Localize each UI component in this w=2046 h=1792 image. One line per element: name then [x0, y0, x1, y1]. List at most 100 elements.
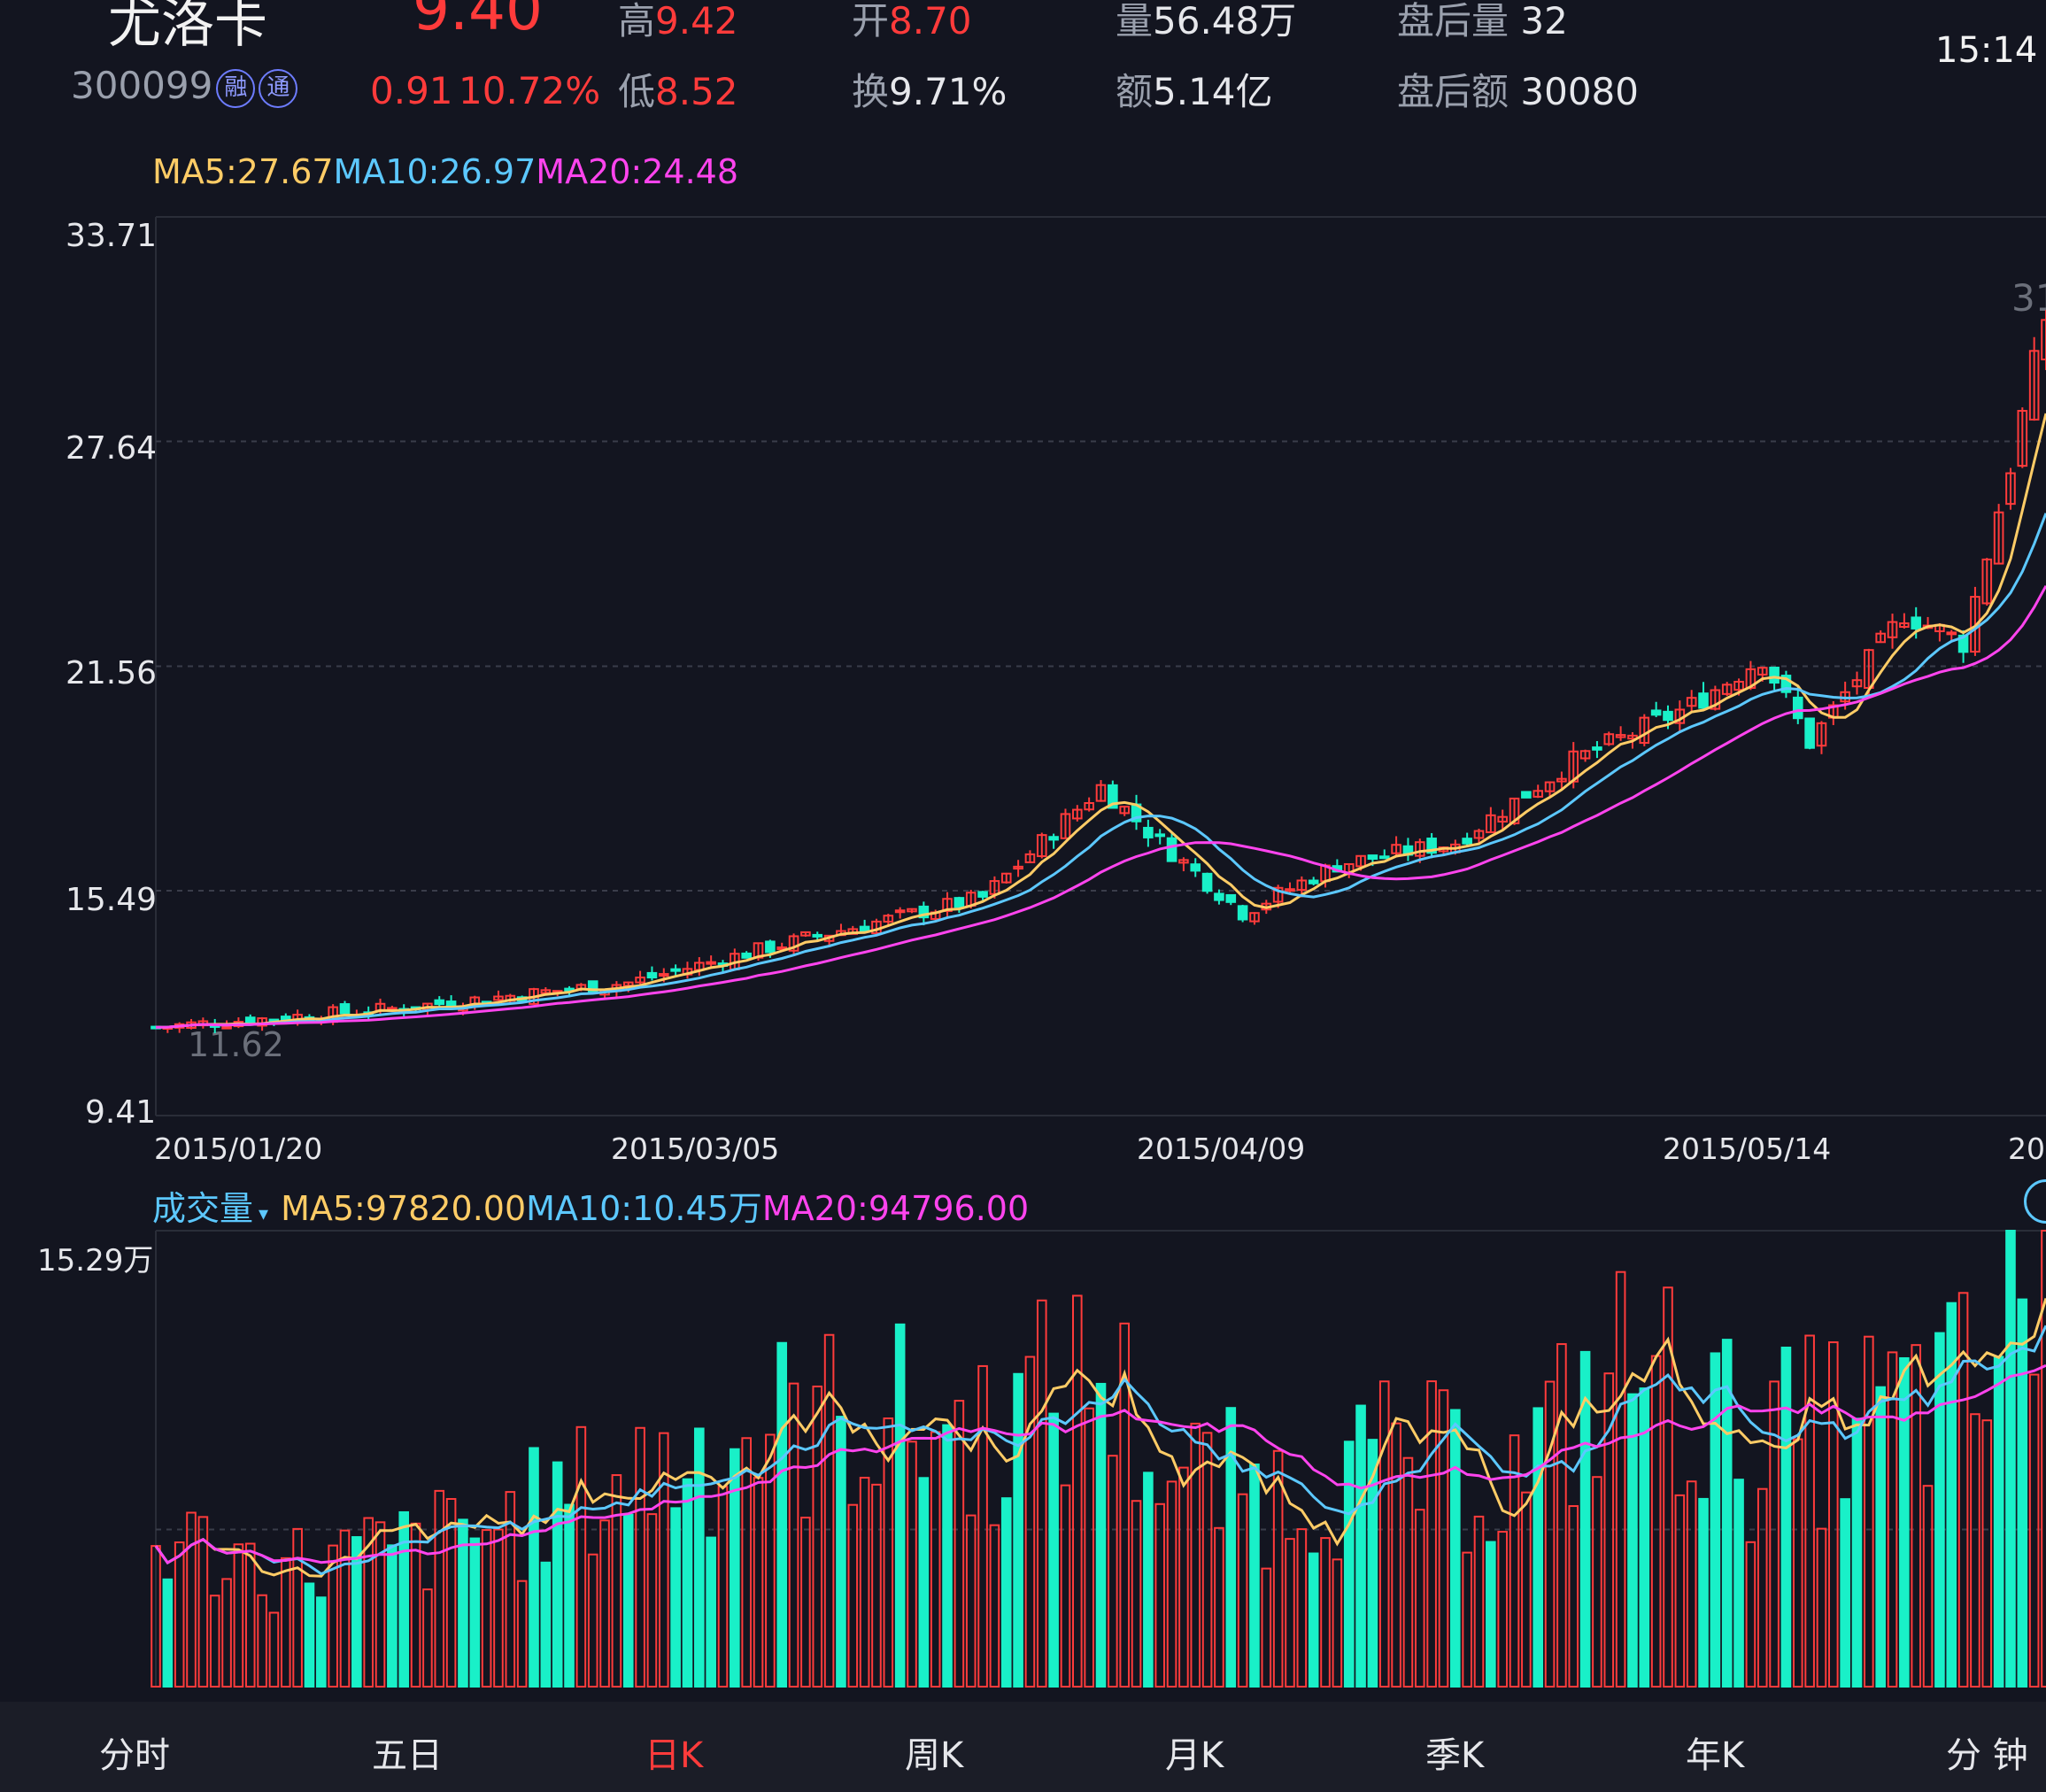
volume-bar — [1473, 1515, 1485, 1688]
volume-bar — [965, 1514, 977, 1688]
volume-dropdown-icon[interactable]: ▾ — [259, 1203, 269, 1225]
candle — [1143, 819, 1154, 847]
candle — [1556, 771, 1567, 789]
volume-bar — [1249, 1464, 1260, 1688]
candle-body — [1946, 631, 1957, 636]
volume-bar — [233, 1543, 244, 1688]
candle — [1249, 912, 1260, 925]
volume-bar — [2028, 1373, 2040, 1688]
tab-yearly-k[interactable]: 年K — [1686, 1735, 1745, 1776]
volume-bar — [1237, 1493, 1248, 1688]
candle — [493, 990, 504, 1001]
candle-body — [2005, 472, 2016, 506]
candle — [730, 948, 740, 971]
price-ma20: MA20:24.48 — [536, 152, 739, 191]
volume-bar — [894, 1323, 906, 1688]
volume-bar — [587, 1553, 598, 1688]
volume-bar — [1946, 1302, 1957, 1688]
candle-body — [1615, 734, 1626, 738]
candle — [1544, 781, 1556, 797]
candle-body — [1780, 675, 1792, 693]
candle-body — [1013, 865, 1023, 870]
high-label: 高 — [618, 0, 656, 42]
volume-bar — [1745, 1541, 1756, 1688]
candle-body — [1367, 854, 1378, 861]
candle-body — [1108, 784, 1118, 809]
date-label-2: 2015/03/05 — [611, 1132, 780, 1166]
volume-bar — [1320, 1537, 1331, 1688]
volume-bar — [540, 1561, 552, 1688]
max-price-annotation: 31 — [2011, 276, 2046, 320]
volume-bar — [1084, 1407, 1094, 1688]
candle-body — [1473, 830, 1485, 839]
volume-bar — [398, 1510, 410, 1688]
after-volume-stat: 盘后量 32 — [1397, 0, 1568, 45]
candle — [1486, 807, 1496, 834]
tab-minute[interactable]: 分 钟 — [1946, 1735, 2028, 1776]
candle-body — [1462, 838, 1472, 845]
open-value: 8.70 — [889, 0, 972, 42]
volume-bar — [1367, 1439, 1378, 1688]
tab-daily-k[interactable]: 日K — [645, 1735, 704, 1776]
candle-body — [1639, 716, 1650, 745]
candle — [1981, 558, 1993, 606]
volume-bar — [2017, 1298, 2028, 1688]
volume-bar — [1603, 1372, 1615, 1688]
volume-ma10: MA10:10.45万 — [526, 1189, 762, 1228]
volume-bar — [186, 1511, 197, 1688]
volume-bar — [445, 1498, 457, 1688]
candle-body — [1887, 621, 1898, 638]
tab-weekly-k[interactable]: 周K — [905, 1735, 964, 1776]
candle — [1178, 857, 1189, 872]
candle-body — [1663, 710, 1673, 722]
candle-body — [635, 977, 645, 984]
volume-bar — [328, 1544, 338, 1688]
candle — [1131, 794, 1142, 830]
volume-bar — [1095, 1382, 1107, 1688]
candle-body — [1756, 667, 1768, 676]
candle-body — [883, 915, 894, 923]
candle-body — [1095, 784, 1107, 802]
volume-bar — [1024, 1356, 1036, 1688]
volume-bar — [765, 1433, 776, 1688]
candle-body — [1378, 855, 1390, 860]
candle — [1674, 700, 1686, 732]
volume-bar — [1627, 1393, 1638, 1688]
volume-bar — [1544, 1380, 1556, 1688]
volume-bar — [871, 1483, 882, 1688]
candle — [1378, 849, 1390, 860]
volume-title[interactable]: 成交量 — [152, 1189, 254, 1228]
after-volume-label: 盘后量 — [1397, 0, 1509, 42]
candle — [2041, 310, 2046, 371]
volume-bar — [1450, 1409, 1461, 1688]
volume-bar — [1851, 1417, 1863, 1688]
volume-bar — [1166, 1480, 1177, 1688]
volume-bar — [954, 1400, 965, 1688]
volume-bar — [280, 1556, 291, 1688]
volume-bar — [174, 1541, 185, 1688]
candle — [1721, 682, 1733, 697]
amount-stat: 额5.14亿 — [1116, 62, 1273, 116]
price-ma5: MA5:27.67 — [152, 152, 334, 191]
candle — [540, 987, 552, 994]
candle-body — [1272, 886, 1284, 903]
tab-five-day[interactable]: 五日 — [372, 1735, 443, 1776]
candle-body — [540, 989, 552, 994]
date-label-4: 2015/05/14 — [1663, 1132, 1832, 1166]
candle — [587, 980, 598, 994]
volume-bar — [800, 1517, 811, 1688]
tab-quarterly-k[interactable]: 季K — [1425, 1735, 1485, 1776]
tab-intraday[interactable]: 分时 — [99, 1735, 170, 1776]
volume-bar — [706, 1536, 716, 1688]
candle-body — [1698, 692, 1709, 709]
candle-body — [1733, 680, 1744, 691]
volume-bar — [611, 1474, 622, 1688]
volume-value: 56.48万 — [1153, 0, 1297, 42]
volume-bar — [776, 1341, 788, 1688]
candle — [1190, 858, 1201, 877]
turnover-value: 9.71% — [889, 70, 1008, 113]
candle-body — [954, 897, 965, 908]
tab-monthly-k[interactable]: 月K — [1165, 1735, 1224, 1776]
amount-value: 5.14亿 — [1153, 70, 1273, 113]
candle — [1911, 606, 1922, 639]
